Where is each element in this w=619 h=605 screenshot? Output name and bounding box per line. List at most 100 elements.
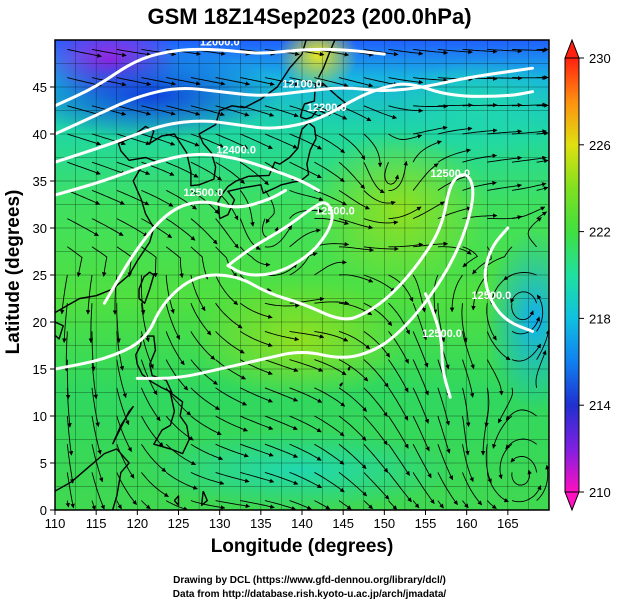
streamline (91, 246, 108, 277)
streamline (314, 259, 347, 276)
contour-label: 12500.0 (183, 187, 223, 199)
streamline (85, 274, 93, 315)
streamline (511, 485, 542, 503)
y-tick-label: 0 (40, 503, 47, 518)
contour-label: 12100.0 (282, 79, 322, 91)
streamline (511, 129, 547, 135)
streamline (67, 105, 102, 117)
streamline (412, 303, 427, 341)
streamline (432, 274, 439, 315)
streamline (190, 161, 222, 181)
streamline (141, 415, 164, 447)
streamline (536, 103, 549, 108)
streamline (66, 444, 75, 484)
coastline (111, 405, 134, 445)
streamline (215, 331, 245, 354)
streamline (462, 472, 483, 506)
streamline (141, 472, 169, 497)
streamline (215, 359, 247, 380)
streamline (487, 155, 523, 163)
streamline (289, 105, 324, 118)
streamline (511, 48, 547, 53)
streamline (314, 500, 331, 510)
streamline (388, 415, 409, 449)
streamline (239, 190, 255, 227)
coastline (173, 495, 180, 506)
streamline (536, 464, 549, 501)
contour-label: 12500.0 (472, 290, 512, 302)
y-tick-label: 30 (33, 221, 47, 236)
x-tick-label: 155 (415, 516, 437, 531)
x-axis-label: Longitude (degrees) (210, 536, 394, 557)
streamline (363, 415, 388, 446)
streamline (264, 359, 299, 372)
contour-line (55, 47, 386, 108)
streamline (116, 218, 149, 237)
streamline (66, 415, 74, 456)
x-tick-label: 120 (126, 516, 148, 531)
streamline (91, 189, 125, 205)
streamline (384, 162, 400, 185)
streamline (91, 161, 126, 175)
streamline (388, 105, 424, 113)
streamline (67, 161, 101, 175)
streamline (388, 77, 424, 85)
streamline (264, 190, 275, 224)
streamline (314, 133, 345, 154)
streamline (462, 444, 474, 483)
streamline (486, 359, 504, 396)
streamline (116, 415, 132, 452)
streamline (141, 77, 176, 86)
streamline (289, 252, 318, 276)
streamline (363, 387, 388, 417)
streamline (215, 218, 239, 249)
streamline (141, 443, 167, 473)
streamline (505, 409, 537, 421)
y-axis-label: Latitude (degrees) (3, 189, 24, 355)
streamline (510, 291, 538, 304)
streamline (412, 201, 445, 220)
streamline (505, 438, 537, 450)
streamline (240, 471, 275, 483)
streamline (536, 186, 549, 191)
streamline (412, 443, 432, 479)
streamline (141, 500, 151, 510)
streamline (67, 133, 102, 146)
streamline (190, 415, 222, 436)
streamline (437, 246, 472, 255)
coastline (347, 366, 351, 371)
streamline (413, 104, 449, 109)
streamline (215, 387, 248, 406)
x-tick-label: 135 (250, 516, 272, 531)
streamline (511, 469, 532, 486)
streamline (437, 500, 444, 509)
colorbar: 210 214 218 222 226 230 (564, 38, 611, 512)
streamline (289, 415, 322, 433)
streamline (116, 189, 150, 206)
streamline (166, 105, 201, 116)
streamline (511, 182, 547, 191)
colorbar-tick-label: 230 (589, 51, 611, 66)
streamline (363, 331, 391, 358)
streamline (289, 500, 312, 510)
streamline (314, 161, 345, 183)
streamline (166, 133, 200, 147)
contour-line (424, 292, 452, 399)
streamline (215, 190, 239, 221)
contour-line (55, 66, 534, 136)
streamline (338, 77, 374, 88)
streamline (91, 387, 100, 428)
streamline (165, 303, 181, 340)
streamline (264, 443, 299, 458)
streamline (338, 443, 367, 470)
streamline (461, 303, 468, 343)
streamline (485, 444, 492, 484)
streamline (190, 218, 218, 245)
streamline (388, 242, 424, 248)
streamline (338, 218, 374, 230)
streamline (462, 359, 475, 398)
streamline (487, 102, 523, 108)
streamline (62, 303, 68, 343)
streamline (462, 387, 471, 428)
